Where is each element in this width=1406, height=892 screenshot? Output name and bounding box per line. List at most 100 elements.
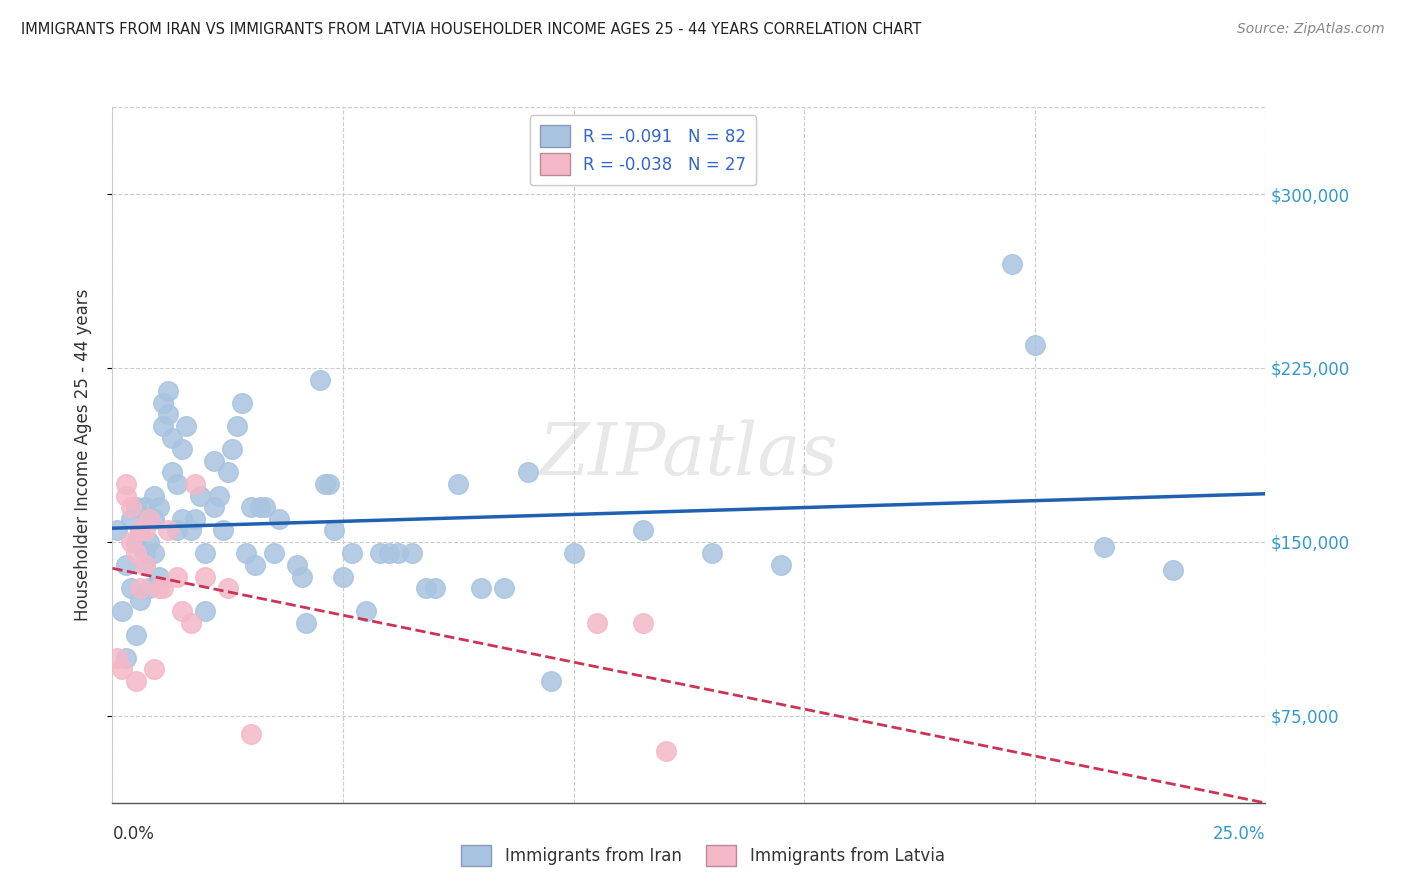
Point bbox=[378, 546, 401, 561]
Point bbox=[285, 558, 308, 573]
Point bbox=[166, 476, 188, 491]
Point bbox=[120, 534, 142, 549]
Point bbox=[631, 523, 654, 537]
Point bbox=[1092, 540, 1115, 554]
Point bbox=[129, 523, 152, 537]
Point bbox=[239, 500, 262, 514]
Point bbox=[212, 523, 235, 537]
Point bbox=[143, 511, 166, 525]
Point bbox=[152, 582, 174, 596]
Point bbox=[170, 511, 193, 525]
Point bbox=[387, 546, 409, 561]
Point bbox=[143, 662, 166, 676]
Text: ZIPatlas: ZIPatlas bbox=[538, 419, 839, 491]
Point bbox=[263, 546, 285, 561]
Point bbox=[134, 558, 156, 573]
Point bbox=[631, 615, 654, 630]
Point bbox=[342, 546, 364, 561]
Point bbox=[120, 511, 142, 525]
Text: 0.0%: 0.0% bbox=[112, 825, 155, 843]
Text: IMMIGRANTS FROM IRAN VS IMMIGRANTS FROM LATVIA HOUSEHOLDER INCOME AGES 25 - 44 Y: IMMIGRANTS FROM IRAN VS IMMIGRANTS FROM … bbox=[21, 22, 921, 37]
Point bbox=[184, 511, 207, 525]
Point bbox=[124, 674, 146, 689]
Point bbox=[253, 500, 276, 514]
Point bbox=[156, 523, 179, 537]
Text: Source: ZipAtlas.com: Source: ZipAtlas.com bbox=[1237, 22, 1385, 37]
Point bbox=[318, 476, 340, 491]
Point bbox=[207, 489, 229, 503]
Point bbox=[134, 523, 156, 537]
Point bbox=[194, 605, 217, 619]
Point bbox=[226, 419, 249, 434]
Text: 25.0%: 25.0% bbox=[1213, 825, 1265, 843]
Point bbox=[770, 558, 793, 573]
Point bbox=[134, 558, 156, 573]
Point bbox=[585, 615, 607, 630]
Point bbox=[368, 546, 391, 561]
Point bbox=[221, 442, 243, 456]
Point bbox=[105, 523, 128, 537]
Point bbox=[115, 489, 138, 503]
Point bbox=[129, 523, 152, 537]
Point bbox=[245, 558, 267, 573]
Point bbox=[124, 628, 146, 642]
Point bbox=[162, 466, 184, 480]
Point bbox=[231, 396, 253, 410]
Point bbox=[494, 582, 516, 596]
Point bbox=[239, 727, 262, 741]
Point bbox=[124, 534, 146, 549]
Point bbox=[235, 546, 257, 561]
Point bbox=[170, 605, 193, 619]
Point bbox=[354, 605, 377, 619]
Point bbox=[129, 592, 152, 607]
Point bbox=[309, 373, 332, 387]
Point bbox=[120, 500, 142, 514]
Point bbox=[148, 500, 170, 514]
Point bbox=[425, 582, 447, 596]
Point bbox=[267, 511, 290, 525]
Legend: R = -0.091   N = 82, R = -0.038   N = 27: R = -0.091 N = 82, R = -0.038 N = 27 bbox=[530, 115, 756, 185]
Point bbox=[180, 523, 202, 537]
Point bbox=[156, 384, 179, 398]
Point bbox=[138, 511, 160, 525]
Point bbox=[516, 466, 538, 480]
Point bbox=[152, 396, 174, 410]
Point bbox=[562, 546, 585, 561]
Point bbox=[174, 419, 197, 434]
Point bbox=[1024, 338, 1046, 352]
Point bbox=[188, 489, 211, 503]
Point bbox=[111, 605, 134, 619]
Point bbox=[249, 500, 271, 514]
Point bbox=[194, 570, 217, 584]
Point bbox=[152, 419, 174, 434]
Point bbox=[184, 476, 207, 491]
Point bbox=[124, 500, 146, 514]
Point bbox=[111, 662, 134, 676]
Point bbox=[166, 570, 188, 584]
Point bbox=[166, 523, 188, 537]
Point bbox=[138, 582, 160, 596]
Point bbox=[115, 558, 138, 573]
Point bbox=[322, 523, 344, 537]
Point bbox=[217, 582, 239, 596]
Point bbox=[129, 582, 152, 596]
Legend: Immigrants from Iran, Immigrants from Latvia: Immigrants from Iran, Immigrants from La… bbox=[453, 837, 953, 875]
Point bbox=[401, 546, 423, 561]
Point bbox=[170, 442, 193, 456]
Point bbox=[143, 546, 166, 561]
Point bbox=[1001, 257, 1024, 271]
Point bbox=[134, 546, 156, 561]
Point bbox=[115, 651, 138, 665]
Point bbox=[134, 500, 156, 514]
Point bbox=[202, 453, 225, 467]
Point bbox=[138, 534, 160, 549]
Point bbox=[162, 431, 184, 445]
Point bbox=[314, 476, 336, 491]
Point bbox=[290, 570, 312, 584]
Point bbox=[194, 546, 217, 561]
Point bbox=[332, 570, 354, 584]
Point bbox=[655, 744, 678, 758]
Point bbox=[1161, 563, 1184, 577]
Point bbox=[217, 466, 239, 480]
Point bbox=[148, 582, 170, 596]
